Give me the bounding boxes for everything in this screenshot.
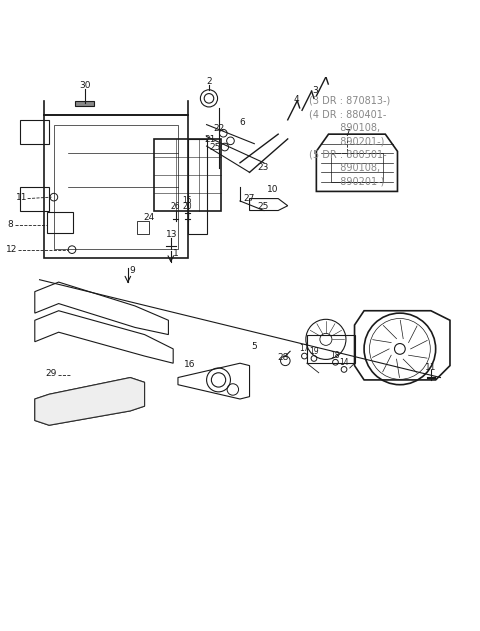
- Text: 8: 8: [7, 220, 13, 229]
- Bar: [75, 101, 95, 105]
- Text: (5 DR : 880501-: (5 DR : 880501-: [309, 150, 387, 160]
- Bar: [47, 212, 73, 233]
- Text: (3 DR : 870813-): (3 DR : 870813-): [309, 96, 390, 106]
- Text: 22: 22: [214, 124, 225, 133]
- Text: 7: 7: [345, 129, 350, 138]
- Text: 19: 19: [309, 347, 319, 356]
- Text: 890108,: 890108,: [309, 163, 380, 173]
- Text: 890201-): 890201-): [309, 176, 384, 186]
- Text: 4: 4: [293, 95, 299, 104]
- Bar: [54, 124, 178, 249]
- Bar: [44, 115, 188, 258]
- Polygon shape: [35, 377, 144, 425]
- Text: 890108,: 890108,: [309, 122, 380, 133]
- Text: 25: 25: [209, 143, 220, 152]
- Text: 5: 5: [252, 342, 257, 351]
- Bar: [331, 153, 383, 182]
- Text: 28: 28: [277, 353, 288, 362]
- Text: 27: 27: [243, 194, 254, 203]
- Text: 14: 14: [339, 358, 349, 367]
- Bar: [188, 139, 206, 234]
- Text: 3: 3: [312, 86, 318, 95]
- Bar: [137, 221, 149, 234]
- Bar: [21, 187, 49, 211]
- Text: 17: 17: [300, 345, 309, 353]
- Text: 890201-): 890201-): [309, 136, 384, 146]
- Bar: [21, 120, 49, 144]
- Text: 21: 21: [204, 136, 216, 144]
- Text: 20: 20: [183, 202, 192, 211]
- Bar: [154, 139, 221, 211]
- Text: (4 DR : 880401-: (4 DR : 880401-: [309, 109, 386, 119]
- Bar: [307, 334, 355, 363]
- Text: 15: 15: [183, 196, 192, 206]
- Text: 24: 24: [144, 213, 155, 222]
- Text: 11: 11: [16, 192, 27, 202]
- Text: 29: 29: [46, 369, 57, 378]
- Text: 9: 9: [130, 266, 135, 274]
- Text: 13: 13: [166, 230, 177, 239]
- Text: 10: 10: [267, 184, 278, 194]
- Text: 6: 6: [240, 118, 245, 127]
- Text: 30: 30: [79, 81, 91, 90]
- Text: 1: 1: [173, 249, 179, 258]
- Text: 2: 2: [206, 77, 212, 86]
- Text: 26: 26: [171, 202, 180, 211]
- Text: 18: 18: [331, 351, 340, 360]
- Text: 11: 11: [425, 363, 437, 372]
- Text: 12: 12: [6, 245, 18, 254]
- Text: 25: 25: [257, 202, 269, 211]
- Text: 16: 16: [184, 360, 196, 369]
- Text: 23: 23: [257, 163, 269, 172]
